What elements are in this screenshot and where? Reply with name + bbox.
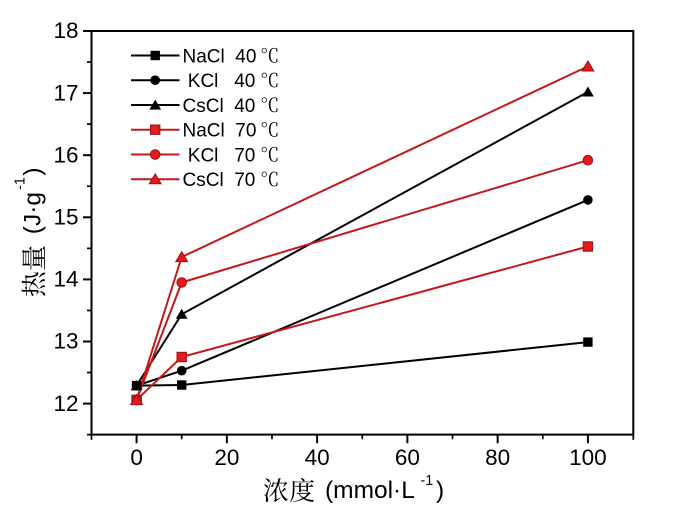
svg-text:18: 18 bbox=[53, 18, 78, 43]
svg-text:20: 20 bbox=[214, 445, 239, 470]
svg-text:60: 60 bbox=[395, 445, 420, 470]
svg-text:0: 0 bbox=[130, 445, 143, 470]
svg-text:12: 12 bbox=[53, 391, 78, 416]
svg-text:CsCl 40: CsCl 40 bbox=[183, 96, 256, 117]
svg-text:14: 14 bbox=[53, 267, 78, 292]
svg-text:NaCl 40: NaCl 40 bbox=[183, 46, 257, 67]
svg-text:KCl 40: KCl 40 bbox=[183, 71, 256, 92]
svg-text:40: 40 bbox=[305, 445, 330, 470]
svg-text:13: 13 bbox=[53, 329, 78, 354]
svg-text:-1: -1 bbox=[421, 473, 434, 489]
svg-text:): ) bbox=[436, 477, 444, 504]
svg-text:100: 100 bbox=[569, 445, 607, 470]
svg-text:16: 16 bbox=[53, 142, 78, 167]
svg-text:80: 80 bbox=[485, 445, 510, 470]
svg-text:15: 15 bbox=[53, 205, 78, 230]
svg-text:KCl 70: KCl 70 bbox=[183, 145, 256, 166]
svg-text:): ) bbox=[20, 167, 47, 175]
svg-text:NaCl 70: NaCl 70 bbox=[183, 121, 257, 142]
svg-text:(J·g: (J·g bbox=[20, 192, 47, 234]
svg-text:-1: -1 bbox=[13, 177, 29, 190]
svg-text:17: 17 bbox=[53, 80, 78, 105]
svg-text:(mmol·L: (mmol·L bbox=[325, 477, 415, 504]
svg-text:CsCl 70: CsCl 70 bbox=[183, 170, 256, 191]
